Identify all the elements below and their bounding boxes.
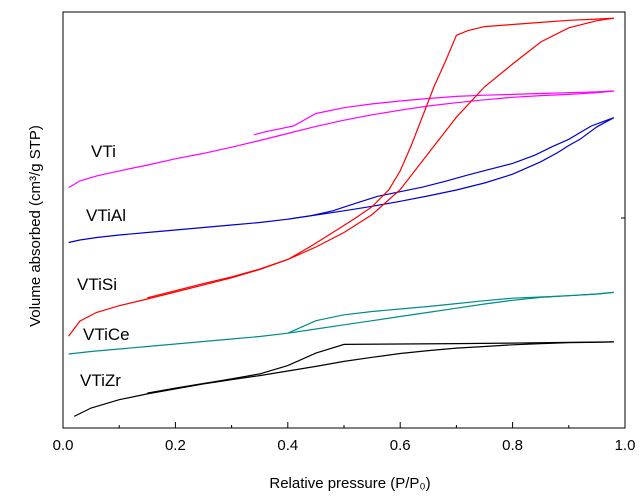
series-label-vtial: VTiAl: [86, 206, 126, 225]
x-tick-label: 0.8: [502, 437, 523, 454]
x-tick-label: 0.4: [277, 437, 298, 454]
series-label-vtice: VTiCe: [83, 325, 130, 344]
series-label-vtisi: VTiSi: [77, 275, 117, 294]
series-vtizr: [73, 341, 614, 417]
desorption-branch: [147, 341, 614, 394]
adsorption-branch: [68, 117, 615, 244]
series-label-vti: VTi: [91, 142, 116, 161]
series-vti: [68, 90, 614, 189]
desorption-branch: [147, 17, 614, 299]
desorption-branch: [287, 117, 615, 220]
series-vtice: [68, 291, 614, 355]
series-labels: VTi VTiAl VTiSi VTiCe VTiZr: [77, 142, 130, 390]
x-axis-label: Relative pressure (P/P₀): [269, 475, 430, 492]
x-tick-label: 0.2: [165, 437, 186, 454]
series-vtial: [68, 117, 615, 244]
desorption-branch: [287, 291, 614, 334]
x-tick-label: 0.0: [53, 437, 74, 454]
y-axis-label: Volume absorbed (cm³/g STP): [27, 125, 44, 327]
desorption-branch: [253, 90, 614, 136]
x-tick-label: 0.6: [390, 437, 411, 454]
series-label-vtizr: VTiZr: [80, 371, 121, 390]
isotherm-curves: [68, 17, 615, 417]
adsorption-branch: [68, 90, 614, 189]
adsorption-branch: [68, 291, 614, 355]
adsorption-branch: [68, 17, 614, 337]
x-axis-ticks: 0.0 0.2 0.4 0.6 0.8 1.0: [53, 422, 636, 454]
plot-border: [62, 11, 626, 429]
series-vtisi: [68, 17, 614, 337]
plot-frame: [62, 11, 626, 429]
adsorption-branch: [73, 341, 614, 417]
x-tick-label: 1.0: [615, 437, 636, 454]
